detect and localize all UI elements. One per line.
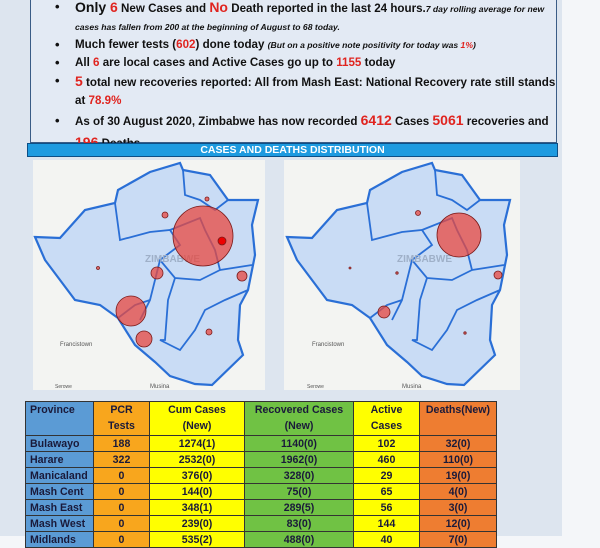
summary-notes: Only 6 New Cases and No Death reported i… bbox=[30, 0, 557, 150]
table-row: Mash East 0 348(1) 289(5) 56 3(0) bbox=[25, 499, 497, 516]
table-cell: 289(5) bbox=[244, 499, 354, 516]
death-bubble bbox=[395, 271, 399, 275]
case-bubble bbox=[204, 196, 210, 202]
bulawayo-deaths-bubble bbox=[377, 305, 391, 319]
note-3: All 6 are local cases and Active Cases g… bbox=[55, 54, 556, 72]
table-cell: Midlands bbox=[25, 531, 94, 548]
table-cell: 83(0) bbox=[244, 515, 354, 532]
table-cell: 0 bbox=[93, 483, 150, 500]
table-cell: 110(0) bbox=[419, 451, 497, 468]
svg-text:ZIMBABWE: ZIMBABWE bbox=[145, 254, 200, 265]
case-bubble bbox=[135, 330, 153, 348]
table-cell: 40 bbox=[353, 531, 420, 548]
table-cell: 75(0) bbox=[244, 483, 354, 500]
case-bubble bbox=[150, 266, 164, 280]
col-pcr-tests: PCR Tests bbox=[93, 401, 150, 436]
death-bubble bbox=[493, 270, 503, 280]
table-cell: 29 bbox=[353, 467, 420, 484]
table-cell: Mash Cent bbox=[25, 483, 94, 500]
distribution-maps: ZIMBABWE Francistown Serowe Musina ZIMBA… bbox=[33, 160, 520, 390]
table-cell: 460 bbox=[353, 451, 420, 468]
table-cell: 376(0) bbox=[149, 467, 245, 484]
col-active: Active Cases bbox=[353, 401, 420, 436]
report-page: Only 6 New Cases and No Death reported i… bbox=[0, 0, 562, 536]
table-cell: Manicaland bbox=[25, 467, 94, 484]
case-bubble bbox=[205, 328, 213, 336]
table-cell: 188 bbox=[93, 435, 150, 452]
harare-cases-bubble bbox=[172, 205, 234, 267]
table-cell: 239(0) bbox=[149, 515, 245, 532]
table-cell: 488(0) bbox=[244, 531, 354, 548]
svg-text:Musina: Musina bbox=[150, 384, 170, 390]
table-cell: 65 bbox=[353, 483, 420, 500]
cases-map: ZIMBABWE Francistown Serowe Musina bbox=[33, 161, 260, 390]
table-cell: 4(0) bbox=[419, 483, 497, 500]
death-bubble bbox=[348, 266, 352, 270]
section-title: CASES AND DEATHS DISTRIBUTION bbox=[27, 143, 558, 157]
province-table: Province PCR Tests Cum Cases (New) Recov… bbox=[25, 401, 497, 548]
table-cell: 0 bbox=[93, 467, 150, 484]
case-bubble bbox=[161, 211, 169, 219]
table-cell: Mash East bbox=[25, 499, 94, 516]
table-cell: 348(1) bbox=[149, 499, 245, 516]
table-cell: 328(0) bbox=[244, 467, 354, 484]
table-cell: Bulawayo bbox=[25, 435, 94, 452]
deaths-map: ZIMBABWE Francistown Serowe Musina bbox=[285, 161, 512, 390]
note-2: Much fewer tests (602) done today (But o… bbox=[55, 36, 556, 54]
col-province: Province bbox=[25, 401, 94, 436]
table-cell: 0 bbox=[93, 499, 150, 516]
col-deaths: Deaths(New) bbox=[419, 401, 497, 436]
table-row: Harare 322 2532(0) 1962(0) 460 110(0) bbox=[25, 451, 497, 468]
table-cell: Mash West bbox=[25, 515, 94, 532]
col-cum-cases: Cum Cases (New) bbox=[149, 401, 245, 436]
case-bubble bbox=[96, 266, 100, 270]
table-cell: 0 bbox=[93, 515, 150, 532]
table-cell: 102 bbox=[353, 435, 420, 452]
table-row: Bulawayo 188 1274(1) 1140(0) 102 32(0) bbox=[25, 435, 497, 452]
table-cell: 7(0) bbox=[419, 531, 497, 548]
table-cell: 32(0) bbox=[419, 435, 497, 452]
case-bubble bbox=[236, 270, 248, 282]
svg-text:Serowe: Serowe bbox=[307, 384, 324, 390]
table-cell: 1962(0) bbox=[244, 451, 354, 468]
table-cell: Harare bbox=[25, 451, 94, 468]
table-cell: 1274(1) bbox=[149, 435, 245, 452]
death-bubble bbox=[463, 331, 467, 335]
table-cell: 1140(0) bbox=[244, 435, 354, 452]
svg-text:Serowe: Serowe bbox=[55, 384, 72, 390]
case-bubble bbox=[217, 236, 227, 246]
svg-text:Francistown: Francistown bbox=[60, 342, 92, 348]
note-4: 5 total new recoveries reported: All fro… bbox=[55, 72, 556, 110]
svg-text:Musina: Musina bbox=[402, 384, 422, 390]
table-cell: 535(2) bbox=[149, 531, 245, 548]
table-cell: 19(0) bbox=[419, 467, 497, 484]
harare-deaths-bubble bbox=[436, 212, 482, 258]
table-cell: 3(0) bbox=[419, 499, 497, 516]
table-row: Manicaland 0 376(0) 328(0) 29 19(0) bbox=[25, 467, 497, 484]
svg-text:Francistown: Francistown bbox=[312, 342, 344, 348]
table-header: Province PCR Tests Cum Cases (New) Recov… bbox=[25, 401, 497, 436]
table-cell: 144 bbox=[353, 515, 420, 532]
table-row: Midlands 0 535(2) 488(0) 40 7(0) bbox=[25, 531, 497, 548]
table-row: Mash Cent 0 144(0) 75(0) 65 4(0) bbox=[25, 483, 497, 500]
death-bubble bbox=[415, 210, 421, 216]
table-row: Mash West 0 239(0) 83(0) 144 12(0) bbox=[25, 515, 497, 532]
table-cell: 2532(0) bbox=[149, 451, 245, 468]
table-cell: 144(0) bbox=[149, 483, 245, 500]
table-cell: 12(0) bbox=[419, 515, 497, 532]
note-1: Only 6 New Cases and No Death reported i… bbox=[55, 0, 556, 36]
col-recovered: Recovered Cases (New) bbox=[244, 401, 354, 436]
svg-text:ZIMBABWE: ZIMBABWE bbox=[397, 254, 452, 265]
table-cell: 322 bbox=[93, 451, 150, 468]
table-cell: 0 bbox=[93, 531, 150, 548]
bulawayo-cases-bubble bbox=[115, 295, 147, 327]
table-cell: 56 bbox=[353, 499, 420, 516]
